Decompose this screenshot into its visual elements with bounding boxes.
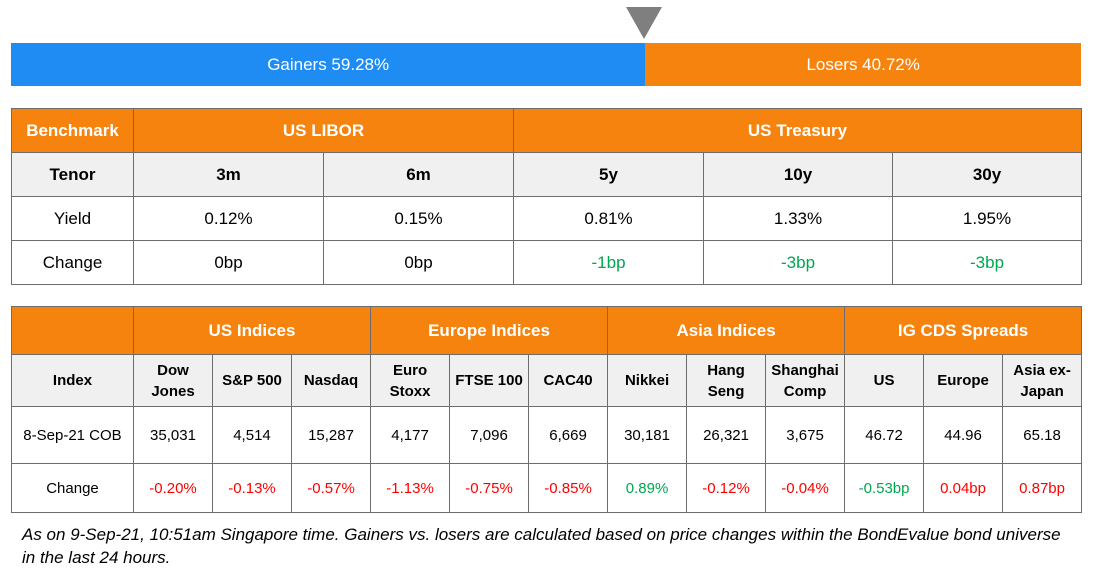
index-change-cell: 0.87bp	[1002, 463, 1083, 513]
gainers-segment: Gainers 59.28%	[11, 43, 646, 86]
losers-label: Losers 40.72%	[806, 54, 920, 74]
tenor-cell: 10y	[703, 152, 894, 197]
ig-cds-header: IG CDS Spreads	[844, 306, 1083, 355]
value-date-label: 8-Sep-21 COB	[11, 406, 134, 464]
index-change-row: Change -0.20% -0.13% -0.57% -1.13% -0.75…	[11, 463, 1083, 513]
yield-cell: 0.12%	[133, 196, 324, 241]
yield-label: Yield	[11, 196, 134, 241]
gainers-label: Gainers 59.28%	[267, 54, 390, 74]
yield-cell: 1.33%	[703, 196, 894, 241]
index-name-row: Index Dow Jones S&P 500 Nasdaq Euro Stoxx …	[11, 354, 1083, 407]
index-value-cell: 44.96	[923, 406, 1004, 464]
index-value-cell: 6,669	[528, 406, 609, 464]
change-label: Change	[11, 240, 134, 285]
change-cell: -3bp	[703, 240, 894, 285]
index-value-cell: 3,675	[765, 406, 846, 464]
asia-indices-header: Asia Indices	[607, 306, 846, 355]
rates-table: Benchmark US LIBOR US Treasury Tenor 3m …	[11, 108, 1083, 285]
index-name-cell: Dow Jones	[133, 354, 213, 407]
change-label: Change	[11, 463, 134, 513]
yield-cell: 0.15%	[322, 196, 515, 241]
index-change-cell: -0.57%	[290, 463, 372, 513]
change-cell: -3bp	[892, 240, 1083, 285]
us-indices-header: US Indices	[132, 306, 372, 355]
index-change-cell: -0.75%	[449, 463, 530, 513]
index-change-cell: -0.20%	[133, 463, 213, 513]
tenor-cell: 3m	[133, 152, 324, 197]
tenor-cell: 6m	[322, 152, 515, 197]
yield-cell: 1.95%	[892, 196, 1083, 241]
index-name-cell: US	[844, 354, 925, 407]
tenor-cell: 5y	[513, 152, 705, 197]
tenor-cell: 30y	[892, 152, 1083, 197]
gainers-losers-bar: Gainers 59.28% Losers 40.72%	[11, 43, 1081, 86]
libor-header: US LIBOR	[132, 108, 515, 153]
index-value-cell: 35,031	[133, 406, 213, 464]
index-value-cell: 4,177	[370, 406, 451, 464]
index-name-cell: Shanghai Comp	[765, 354, 846, 407]
index-value-row: 8-Sep-21 COB 35,031 4,514 15,287 4,177 7…	[11, 406, 1083, 464]
index-change-cell: -1.13%	[370, 463, 451, 513]
index-change-cell: -0.12%	[686, 463, 767, 513]
benchmark-header: Benchmark	[11, 108, 134, 153]
index-name-cell: S&P 500	[212, 354, 292, 407]
index-change-cell: -0.53bp	[844, 463, 925, 513]
change-cell: 0bp	[133, 240, 324, 285]
yield-row: Yield 0.12% 0.15% 0.81% 1.33% 1.95%	[11, 196, 1083, 241]
change-cell: -1bp	[513, 240, 705, 285]
tenor-row: Tenor 3m 6m 5y 10y 30y	[11, 152, 1083, 197]
rates-header-row: Benchmark US LIBOR US Treasury	[11, 108, 1083, 153]
index-value-cell: 26,321	[686, 406, 767, 464]
indices-table: US Indices Europe Indices Asia Indices I…	[11, 306, 1083, 513]
index-name-cell: Nikkei	[607, 354, 688, 407]
index-change-cell: -0.85%	[528, 463, 609, 513]
index-value-cell: 7,096	[449, 406, 530, 464]
index-value-cell: 4,514	[212, 406, 292, 464]
losers-segment: Losers 40.72%	[645, 43, 1081, 86]
change-cell: 0bp	[322, 240, 515, 285]
index-value-cell: 15,287	[290, 406, 372, 464]
index-name-cell: Euro Stoxx	[370, 354, 451, 407]
index-change-cell: -0.13%	[212, 463, 292, 513]
index-value-cell: 46.72	[844, 406, 925, 464]
indices-header-row: US Indices Europe Indices Asia Indices I…	[11, 306, 1083, 355]
index-change-cell: -0.04%	[765, 463, 846, 513]
breadth-marker-icon	[626, 7, 662, 39]
index-header: Index	[11, 354, 134, 407]
index-value-cell: 30,181	[607, 406, 688, 464]
tenor-header: Tenor	[11, 152, 134, 197]
index-change-cell: 0.89%	[607, 463, 688, 513]
rates-change-row: Change 0bp 0bp -1bp -3bp -3bp	[11, 240, 1083, 285]
index-value-cell: 65.18	[1002, 406, 1083, 464]
footnote: As on 9-Sep-21, 10:51am Singapore time. …	[22, 525, 1061, 567]
index-name-cell: Europe	[923, 354, 1004, 407]
index-name-cell: Hang Seng	[686, 354, 767, 407]
index-name-cell: CAC40	[528, 354, 609, 407]
europe-indices-header: Europe Indices	[370, 306, 609, 355]
index-name-cell: Nasdaq	[290, 354, 372, 407]
yield-cell: 0.81%	[513, 196, 705, 241]
index-name-cell: Asia ex- Japan	[1002, 354, 1083, 407]
index-change-cell: 0.04bp	[923, 463, 1004, 513]
blank-header-cell	[11, 306, 134, 355]
index-name-cell: FTSE 100	[449, 354, 530, 407]
treasury-header: US Treasury	[513, 108, 1083, 153]
